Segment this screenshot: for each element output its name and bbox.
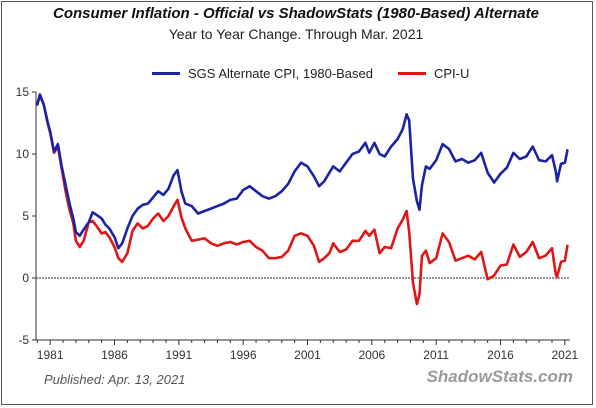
x-tick-label: 2006	[358, 348, 385, 362]
plot-area: -5 0 5 10 15 1981 1986 1991 1996 2001 2006 2011 2016…	[16, 85, 579, 362]
y-tick-label: 0	[22, 271, 29, 285]
x-tick-label: 1991	[165, 348, 192, 362]
x-tick-label: 1986	[101, 348, 128, 362]
y-tick-label: -5	[18, 333, 29, 347]
x-tick-label: 2011	[423, 348, 449, 362]
y-tick-label: 5	[22, 209, 29, 223]
legend-item-cpiu[interactable]: CPI-U	[398, 66, 469, 81]
chart-title: Consumer Inflation - Official vs ShadowS…	[53, 5, 539, 22]
x-tick-label: 1981	[37, 348, 64, 362]
source-watermark: ShadowStats.com	[426, 367, 573, 386]
legend-label-cpiu: CPI-U	[434, 66, 470, 81]
x-tick-label: 2016	[487, 348, 514, 362]
x-tick-label: 1996	[230, 348, 257, 362]
legend-label-sgs: SGS Alternate CPI, 1980-Based	[188, 66, 373, 81]
x-tick-label: 2021	[552, 348, 579, 362]
series-line-cpiu	[36, 94, 569, 306]
y-tick-label: 15	[16, 85, 30, 99]
legend-swatch-cpiu	[398, 72, 426, 75]
y-tick-label: 10	[16, 147, 30, 161]
legend-item-sgs[interactable]: SGS Alternate CPI, 1980-Based	[152, 66, 373, 81]
series-line-sgs	[36, 93, 569, 250]
chart-subtitle: Year to Year Change. Through Mar. 2021	[168, 26, 424, 42]
x-tick-label: 2001	[294, 348, 321, 362]
legend-swatch-sgs	[152, 72, 180, 75]
published-date: Published: Apr. 13, 2021	[44, 372, 186, 387]
